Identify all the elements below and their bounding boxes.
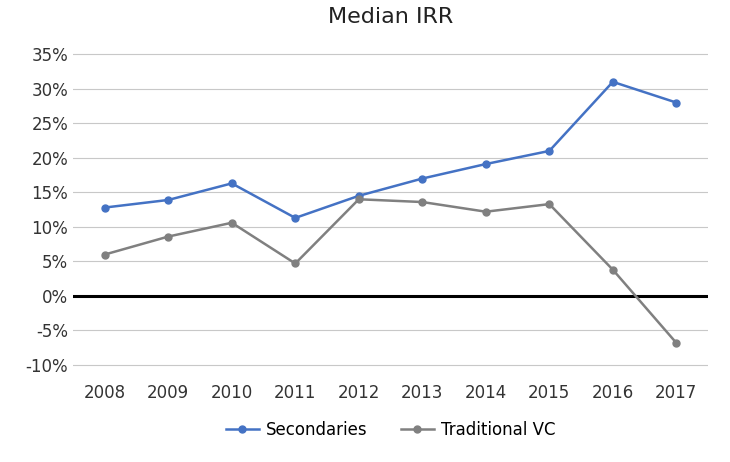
Traditional VC bbox=[672, 340, 681, 346]
Legend: Secondaries, Traditional VC: Secondaries, Traditional VC bbox=[219, 414, 562, 446]
Traditional VC bbox=[545, 201, 553, 207]
Traditional VC bbox=[291, 261, 300, 266]
Traditional VC bbox=[227, 220, 236, 225]
Secondaries bbox=[418, 176, 426, 181]
Title: Median IRR: Median IRR bbox=[328, 7, 453, 27]
Secondaries bbox=[545, 148, 553, 154]
Secondaries bbox=[354, 193, 363, 199]
Line: Secondaries: Secondaries bbox=[101, 79, 680, 221]
Secondaries bbox=[101, 205, 110, 210]
Secondaries bbox=[482, 161, 491, 167]
Secondaries bbox=[164, 197, 172, 203]
Traditional VC bbox=[608, 267, 617, 273]
Secondaries bbox=[608, 79, 617, 85]
Traditional VC bbox=[164, 234, 172, 239]
Line: Traditional VC: Traditional VC bbox=[101, 196, 680, 346]
Traditional VC bbox=[418, 199, 426, 205]
Secondaries bbox=[291, 215, 300, 221]
Traditional VC bbox=[101, 252, 110, 257]
Secondaries bbox=[672, 100, 681, 105]
Traditional VC bbox=[354, 196, 363, 202]
Traditional VC bbox=[482, 209, 491, 214]
Secondaries bbox=[227, 181, 236, 186]
